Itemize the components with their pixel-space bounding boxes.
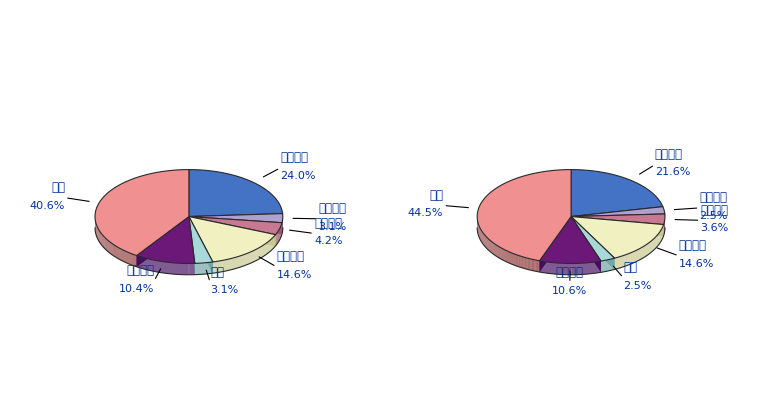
Polygon shape xyxy=(189,217,213,273)
Polygon shape xyxy=(539,261,540,272)
Text: 其他伤害: 其他伤害 xyxy=(280,151,309,164)
Text: 2.5%: 2.5% xyxy=(623,281,651,291)
Text: 24.0%: 24.0% xyxy=(280,171,315,181)
Polygon shape xyxy=(189,217,282,235)
Polygon shape xyxy=(524,257,525,269)
Polygon shape xyxy=(189,217,213,264)
Polygon shape xyxy=(95,170,189,256)
Text: 起重伤害: 起重伤害 xyxy=(277,250,305,263)
Text: 车辆伤害: 车辆伤害 xyxy=(314,217,342,230)
Text: 3.6%: 3.6% xyxy=(701,223,729,233)
Polygon shape xyxy=(137,217,195,264)
Polygon shape xyxy=(571,217,663,258)
Polygon shape xyxy=(527,258,528,269)
Polygon shape xyxy=(537,260,538,272)
Polygon shape xyxy=(571,170,663,217)
Text: 10.4%: 10.4% xyxy=(119,284,154,294)
Polygon shape xyxy=(526,258,527,269)
Text: 14.6%: 14.6% xyxy=(679,259,714,269)
Polygon shape xyxy=(189,214,283,228)
Text: 21.6%: 21.6% xyxy=(655,168,690,178)
Text: 3.1%: 3.1% xyxy=(211,285,239,295)
Text: 44.5%: 44.5% xyxy=(408,208,443,218)
Polygon shape xyxy=(571,217,601,272)
Polygon shape xyxy=(571,217,601,272)
Polygon shape xyxy=(540,217,571,272)
Text: 高处坠落: 高处坠落 xyxy=(126,264,154,277)
Polygon shape xyxy=(189,217,276,246)
Polygon shape xyxy=(531,259,532,271)
Text: 高处坠落: 高处坠落 xyxy=(556,266,584,279)
Polygon shape xyxy=(571,214,665,228)
Text: 3.1%: 3.1% xyxy=(318,222,347,232)
Polygon shape xyxy=(528,259,529,270)
Text: 其他伤害: 其他伤害 xyxy=(655,148,682,161)
Polygon shape xyxy=(189,217,195,275)
Text: 4.2%: 4.2% xyxy=(314,236,343,246)
Text: 10.6%: 10.6% xyxy=(553,286,587,296)
Text: 坦塑: 坦塑 xyxy=(429,189,443,202)
Polygon shape xyxy=(189,217,213,273)
Polygon shape xyxy=(571,217,615,269)
Polygon shape xyxy=(534,260,536,271)
Polygon shape xyxy=(525,258,526,269)
Text: 触电: 触电 xyxy=(623,261,638,274)
Polygon shape xyxy=(137,217,189,267)
Polygon shape xyxy=(189,217,282,234)
Polygon shape xyxy=(189,214,283,228)
Text: 起重伤害: 起重伤害 xyxy=(679,239,707,252)
Text: 物体打击: 物体打击 xyxy=(699,191,727,204)
Text: 触电: 触电 xyxy=(211,266,224,279)
Text: 40.6%: 40.6% xyxy=(30,201,65,210)
Polygon shape xyxy=(189,217,195,275)
Polygon shape xyxy=(538,261,539,272)
Polygon shape xyxy=(571,217,615,261)
Text: 坦塑: 坦塑 xyxy=(51,181,65,194)
Polygon shape xyxy=(477,170,571,261)
Polygon shape xyxy=(533,259,534,271)
Polygon shape xyxy=(189,217,276,262)
Text: 车辆伤害: 车辆伤害 xyxy=(701,204,728,217)
Polygon shape xyxy=(536,260,537,272)
Polygon shape xyxy=(571,217,663,236)
Polygon shape xyxy=(571,214,665,228)
Polygon shape xyxy=(571,214,665,225)
Polygon shape xyxy=(529,259,530,270)
Text: 2.5%: 2.5% xyxy=(699,211,728,221)
Polygon shape xyxy=(571,207,665,217)
Text: 14.6%: 14.6% xyxy=(277,270,312,279)
Polygon shape xyxy=(540,217,571,272)
Polygon shape xyxy=(137,217,189,267)
Text: 物体打击: 物体打击 xyxy=(318,202,347,215)
Polygon shape xyxy=(571,217,615,269)
Polygon shape xyxy=(540,217,601,264)
Polygon shape xyxy=(189,217,282,234)
Polygon shape xyxy=(571,217,663,236)
Polygon shape xyxy=(189,217,276,246)
Polygon shape xyxy=(189,214,283,223)
Polygon shape xyxy=(532,259,533,271)
Polygon shape xyxy=(189,170,283,217)
Polygon shape xyxy=(530,259,531,270)
